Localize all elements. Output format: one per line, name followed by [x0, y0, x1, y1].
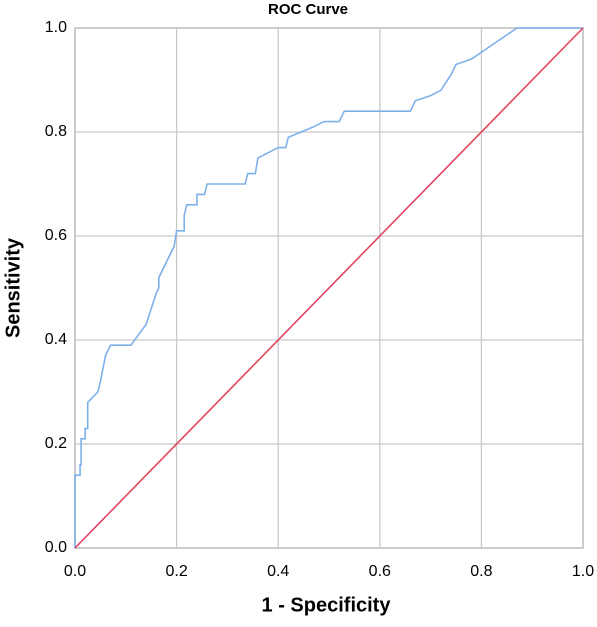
y-tick-label: 0.4 [45, 331, 67, 348]
y-tick-label: 0.6 [45, 227, 67, 244]
x-tick-label: 1.0 [572, 563, 594, 580]
x-tick-label: 0.8 [470, 563, 492, 580]
y-tick-label: 1.0 [45, 19, 67, 36]
y-tick-label: 0.2 [45, 435, 67, 452]
x-tick-label: 0.6 [369, 563, 391, 580]
y-tick-label: 0.0 [45, 539, 67, 556]
series-line [74, 27, 583, 548]
y-tick-label: 0.8 [45, 123, 67, 140]
x-tick-label: 0.4 [267, 563, 289, 580]
plot-frame [74, 27, 584, 549]
y-axis-label: Sensitivity [2, 237, 24, 338]
x-tick-label: 0.2 [165, 563, 187, 580]
x-tick-label: 0.0 [64, 563, 86, 580]
x-axis-label: 1 - Specificity [262, 594, 392, 616]
chart-title: ROC Curve [268, 1, 348, 18]
series-line [74, 27, 584, 549]
